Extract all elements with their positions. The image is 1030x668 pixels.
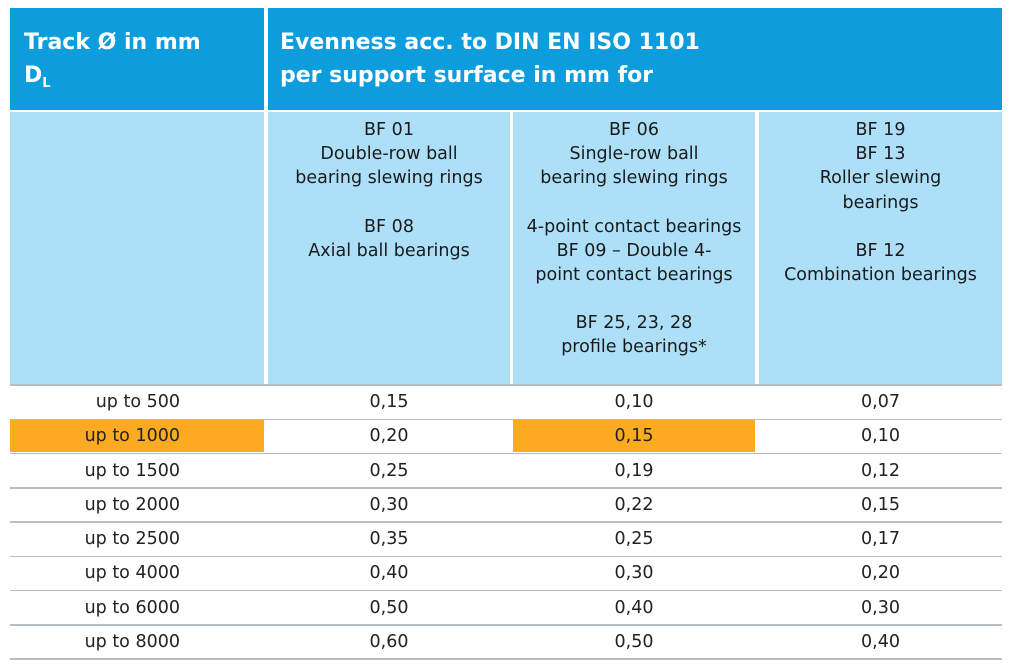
subheader-line: BF 12 — [855, 240, 906, 261]
evenness-cell: 0,30 — [861, 597, 900, 618]
table-row: up to 8000 0,60 0,50 0,40 — [10, 626, 1002, 660]
evenness-cell: 0,60 — [369, 631, 409, 652]
subheader-line: point contact bearings — [535, 265, 733, 286]
track-cell: up to 4000 — [84, 563, 180, 584]
subheader-gap — [513, 191, 755, 215]
row-divider — [10, 521, 1002, 523]
evenness-cell: 0,12 — [861, 460, 900, 481]
table-row: up to 1000 0,20 0,15 0,10 — [10, 420, 1002, 455]
table-row: up to 6000 0,50 0,40 0,30 — [10, 592, 1002, 626]
evenness-header-line2: per support surface in mm for — [280, 63, 654, 88]
row-divider — [10, 589, 1002, 592]
subheader-line: BF 01 — [364, 120, 414, 140]
evenness-cell: 0,19 — [614, 460, 654, 481]
subheader-line: BF 09 – Double 4- — [556, 240, 712, 261]
track-header-symbol: DL — [24, 63, 51, 91]
subheader-gap — [268, 191, 510, 215]
evenness-cell: 0,40 — [369, 563, 409, 584]
row-divider — [10, 555, 1002, 557]
table-row: up to 4000 0,40 0,30 0,20 — [10, 557, 1002, 592]
subheader-line: Double-row ball — [320, 144, 458, 165]
evenness-cell: 0,10 — [861, 426, 900, 447]
evenness-cell: 0,35 — [369, 529, 409, 549]
row-divider — [10, 487, 1002, 489]
row-divider — [10, 452, 1002, 455]
evenness-cell: 0,22 — [614, 494, 654, 515]
subheader-blank — [10, 112, 264, 384]
subheader-line: Axial ball bearings — [308, 240, 470, 261]
evenness-cell: 0,20 — [369, 426, 409, 447]
table-row: up to 2000 0,30 0,22 0,15 — [10, 489, 1002, 523]
subheader-col-2: BF 06 Single-row ball bearing slewing ring… — [513, 112, 755, 384]
evenness-cell: 0,07 — [861, 392, 900, 412]
subheader-gap — [513, 287, 755, 311]
evenness-cell: 0,30 — [369, 494, 409, 515]
evenness-cell: 0,15 — [861, 494, 900, 515]
table-row: up to 500 0,15 0,10 0,07 — [10, 386, 1002, 420]
track-cell: up to 1000 — [10, 420, 264, 453]
row-divider — [10, 624, 1002, 626]
subheader-rule — [10, 384, 1002, 386]
subheader-line: BF 08 — [364, 216, 414, 237]
row-divider — [10, 418, 1002, 420]
row-divider — [10, 658, 1002, 660]
evenness-cell: 0,25 — [614, 529, 654, 549]
subheader-line: profile bearings* — [561, 337, 707, 358]
track-cell: up to 8000 — [84, 631, 180, 652]
track-cell: up to 2000 — [84, 494, 180, 515]
evenness-cell: 0,15 — [369, 392, 409, 412]
track-header: Track Ø in mm DL — [10, 8, 264, 110]
subheader-line: Roller slewing — [819, 168, 942, 189]
subheader-line: 4-point contact bearings — [526, 216, 742, 237]
evenness-cell: 0,40 — [861, 631, 900, 652]
subheader-line: BF 25, 23, 28 — [575, 313, 693, 334]
evenness-cell: 0,40 — [614, 597, 654, 618]
track-cell: up to 500 — [95, 392, 180, 412]
subheader-gap — [759, 215, 1002, 239]
evenness-header-line1: Evenness acc. to DIN EN ISO 1101 — [280, 30, 700, 55]
subheader-line: BF 13 — [855, 144, 906, 165]
evenness-cell: 0,15 — [513, 420, 755, 453]
evenness-cell: 0,17 — [861, 529, 900, 549]
subheader-line: Single-row ball — [569, 144, 699, 165]
evenness-cell: 0,30 — [614, 563, 654, 584]
evenness-cell: 0,10 — [614, 392, 654, 412]
evenness-cell: 0,50 — [369, 597, 409, 618]
subheader-line: Combination bearings — [784, 265, 977, 286]
track-header-title: Track Ø in mm — [24, 30, 201, 55]
subheader-col-1: BF 01 Double-row ball bearing slewing ring… — [268, 112, 510, 384]
evenness-cell: 0,50 — [614, 631, 654, 652]
subheader-line: bearing slewing rings — [295, 168, 483, 189]
track-cell: up to 1500 — [84, 460, 180, 481]
track-cell: up to 2500 — [84, 529, 180, 549]
subheader-line: BF 06 — [609, 120, 659, 140]
subheader-line: bearings — [842, 192, 919, 213]
track-cell: up to 6000 — [84, 597, 180, 618]
evenness-header: Evenness acc. to DIN EN ISO 1101 per sup… — [268, 8, 1002, 110]
subheader-line: bearing slewing rings — [540, 168, 728, 189]
evenness-cell: 0,20 — [861, 563, 900, 584]
table-row: up to 2500 0,35 0,25 0,17 — [10, 523, 1002, 557]
subheader-col-3: BF 19 BF 13 Roller slewing bearings BF 12 Com… — [759, 112, 1002, 384]
evenness-cell: 0,25 — [369, 460, 409, 481]
subheader-line: BF 19 — [855, 120, 906, 140]
table-row: up to 1500 0,25 0,19 0,12 — [10, 455, 1002, 489]
